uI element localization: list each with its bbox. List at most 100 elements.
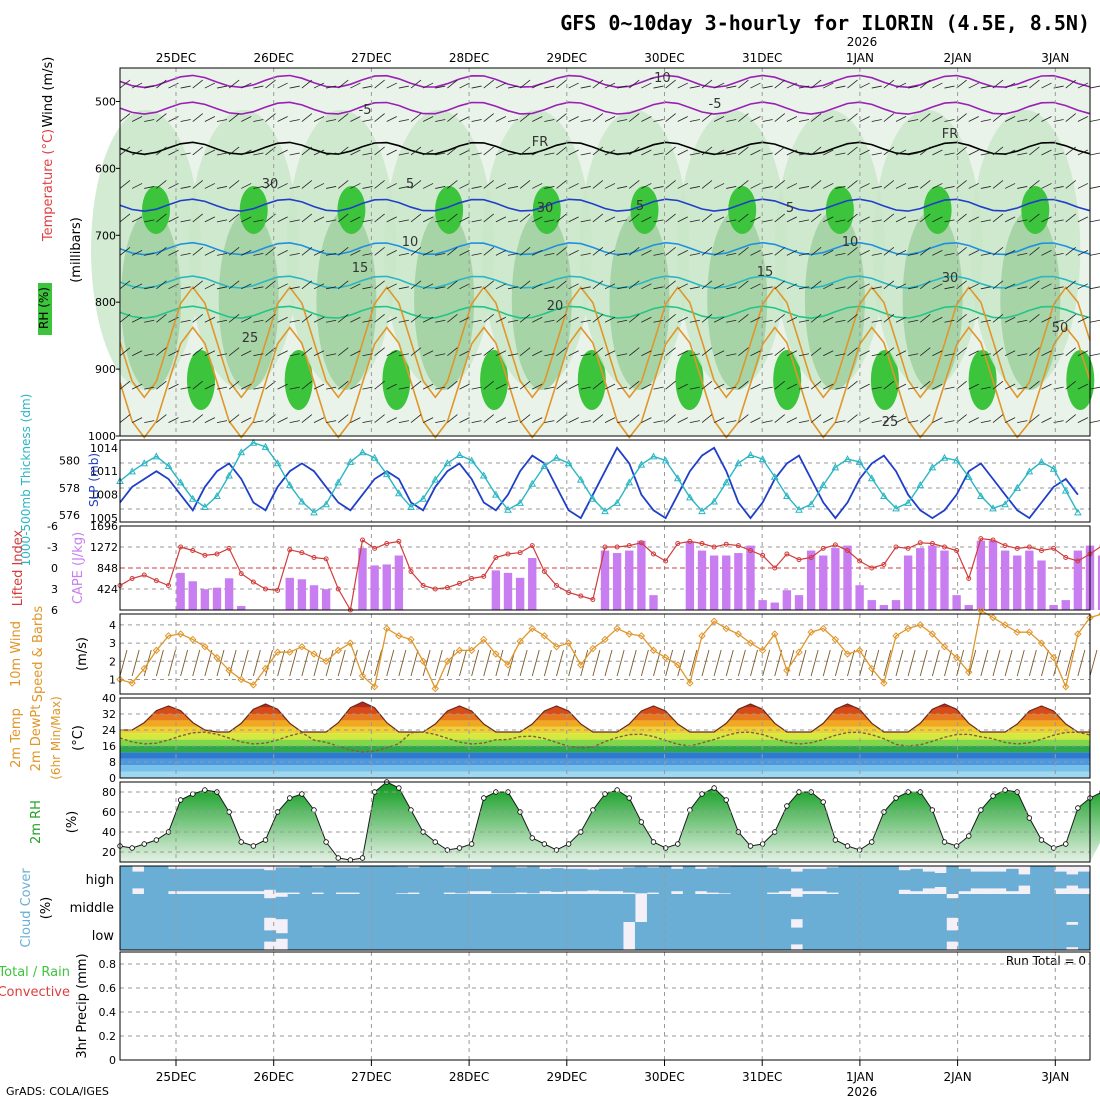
wind-barb: [859, 82, 870, 89]
wind-barb: [1004, 116, 1016, 122]
wind-barb: [168, 116, 179, 122]
wind-barb: [810, 247, 822, 256]
wind-barb: [847, 180, 858, 189]
rh-point: [177, 797, 184, 803]
cloud-cell-middle: [203, 894, 217, 922]
wind-barb: [1053, 319, 1064, 323]
wind-speed-point: [213, 653, 221, 662]
wind-barb: [665, 180, 676, 189]
thickness-point: [589, 494, 597, 502]
wind-barb: [362, 119, 373, 122]
wind-10m-barb: [725, 649, 734, 677]
isotherm-20: [119, 305, 1091, 320]
wind-barb: [617, 252, 628, 256]
date-label-top-9: 3JAN: [1041, 51, 1069, 65]
wind-barb: [192, 313, 203, 323]
wind-barb: [422, 350, 434, 357]
cloud-cell-high: [994, 871, 1007, 889]
lifted-index-point: [638, 540, 644, 546]
wind-barb: [701, 313, 713, 323]
lifted-index-point: [214, 551, 220, 557]
wind-10m-barb: [168, 649, 176, 677]
wind-speed-point: [189, 635, 197, 644]
wind-barb: [580, 219, 591, 223]
wind-barb: [592, 79, 604, 89]
lifted-index-point: [287, 547, 293, 553]
contour-label-7: 5: [786, 201, 794, 216]
rh-point: [869, 839, 875, 845]
wind-barb: [410, 313, 422, 323]
cloud-cell-high: [527, 866, 540, 894]
lifted-index-point: [748, 548, 753, 553]
wind-barb: [580, 319, 591, 323]
slp-line: [119, 446, 1079, 520]
wind-barb: [532, 149, 543, 156]
cloud-cell-low: [503, 922, 516, 950]
wind-barb: [507, 353, 519, 357]
cloud-cell-low: [1006, 922, 1019, 950]
cloud-cell-middle: [503, 894, 516, 922]
cloud-cell-middle: [131, 894, 145, 922]
date-label-bottom-6: 31DEC: [742, 1070, 782, 1084]
wind-barb: [435, 219, 446, 223]
cloud-cell-low: [239, 922, 253, 950]
wind-barb: [216, 219, 228, 223]
wind-barb: [326, 353, 337, 357]
wind-barb: [980, 252, 991, 256]
wind-barb: [435, 152, 446, 156]
thickness-point: [382, 470, 391, 478]
wind-barb: [871, 152, 882, 156]
cloud-cell-low: [994, 922, 1007, 950]
wind-barb: [908, 319, 919, 323]
thickness-point: [479, 471, 488, 479]
wind-barb: [908, 386, 919, 390]
wind-10m-barb: [665, 649, 674, 677]
wind-barb: [228, 146, 240, 156]
upper-ytick-4: 900: [95, 363, 116, 376]
thickness-point: [564, 459, 573, 467]
rh-peak-3: [435, 186, 464, 234]
thickness-line: [119, 441, 1079, 514]
wind-barb: [992, 146, 1004, 156]
wind-barb: [435, 386, 446, 390]
rh-peak-4: [532, 186, 561, 234]
wind-barb: [1004, 383, 1016, 390]
rh-low-peak-4: [577, 350, 606, 410]
cloud-cell-low: [778, 922, 792, 950]
wind-barb: [956, 113, 967, 122]
wind-barb: [131, 316, 143, 323]
temp-band-6: [120, 733, 1090, 740]
lifted-index-point: [275, 587, 281, 593]
wind-barb: [168, 417, 179, 423]
wind-speed-point: [1001, 621, 1009, 629]
wind-barb: [810, 280, 822, 290]
lifted-index-point: [444, 585, 450, 591]
wind-barb: [810, 414, 822, 423]
wind-barb: [774, 146, 785, 156]
cloud-cell-middle: [922, 894, 935, 922]
wind-barb: [1065, 414, 1076, 423]
wind-barb: [156, 380, 167, 390]
cloud-cell-middle: [898, 894, 911, 922]
cloud-cell-low: [179, 922, 193, 950]
wind-speed-point: [577, 661, 585, 669]
rh-point: [711, 785, 717, 791]
wind-barb: [1041, 149, 1052, 156]
cloud-cell-low: [203, 922, 217, 950]
cloud-cell-high: [898, 870, 911, 890]
lifted-index-point: [978, 536, 984, 542]
wind-barb: [895, 249, 907, 256]
wind-barb: [374, 414, 385, 423]
lifted-index-point: [263, 586, 268, 592]
cloud-cell-high: [706, 867, 720, 893]
wind-barb: [629, 247, 640, 256]
cape-bar: [867, 600, 876, 610]
wind-barb: [713, 283, 725, 290]
wind-barb: [156, 113, 167, 122]
wind-speed-point: [807, 628, 815, 636]
wind-barb: [617, 219, 628, 223]
precip-ytick-4: 0: [109, 1054, 116, 1067]
wind-barb: [289, 353, 300, 357]
wind-10m-barb: [895, 649, 904, 677]
rh-point: [699, 791, 705, 797]
